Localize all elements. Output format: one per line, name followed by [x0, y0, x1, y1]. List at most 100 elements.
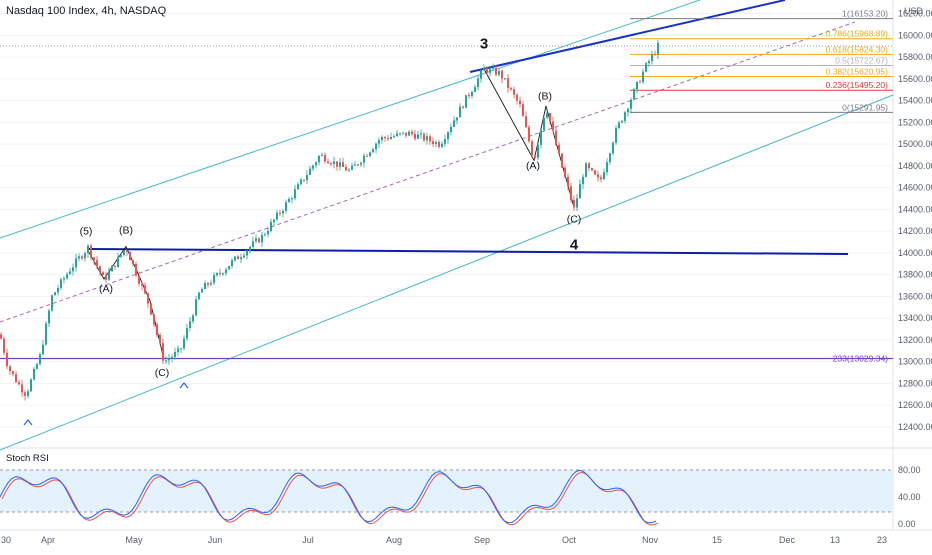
candle-body: [342, 162, 344, 167]
candle-body: [78, 256, 80, 259]
candle-body: [123, 250, 125, 255]
candle-body: [171, 356, 173, 359]
wave-label: (A): [99, 283, 113, 295]
candle-body: [390, 136, 392, 140]
price-tick-label: 13600.00: [898, 291, 932, 301]
fib-level-label: 0.382(15620.95): [826, 67, 889, 77]
candle-body: [633, 89, 635, 100]
candle-body: [501, 70, 503, 79]
candle-body: [141, 283, 143, 286]
candle-body: [417, 134, 419, 139]
candle-body: [222, 273, 224, 275]
time-tick-label: Sep: [474, 535, 490, 545]
candle-body: [249, 246, 251, 251]
candle-body: [615, 128, 617, 143]
candle-body: [363, 155, 365, 163]
candle-body: [351, 165, 353, 170]
candle-body: [90, 245, 92, 258]
candle-body: [372, 149, 374, 153]
candle-body: [540, 129, 542, 145]
candle-body: [405, 132, 407, 136]
time-tick-label: 15: [712, 535, 722, 545]
wave-count-line: [87, 245, 165, 360]
candle-body: [513, 89, 515, 95]
major-wave-label: 3: [480, 35, 488, 52]
candle-body: [642, 71, 644, 83]
candle-body: [468, 95, 470, 97]
candle-body: [9, 366, 11, 372]
candle-body: [498, 70, 500, 75]
candle-body: [525, 116, 527, 128]
candle-body: [558, 144, 560, 154]
candle-body: [582, 176, 584, 185]
wave-3-trendline: [469, 0, 786, 73]
candle-body: [180, 348, 182, 350]
candle-body: [639, 81, 641, 83]
candle-body: [165, 360, 167, 362]
candle-body: [186, 327, 188, 339]
candle-body: [228, 265, 230, 270]
time-tick-label: 30: [1, 535, 11, 545]
candle-body: [432, 141, 434, 145]
candle-body: [621, 120, 623, 123]
candle-body: [213, 275, 215, 284]
wave-label: (B): [119, 224, 133, 236]
candle-body: [30, 379, 32, 392]
candle-body: [225, 269, 227, 274]
candle-body: [42, 344, 44, 355]
fib-level-label: 0.5(15722.67): [835, 55, 888, 65]
candle-body: [270, 222, 272, 232]
candle-body: [324, 154, 326, 162]
price-tick-label: 13200.00: [898, 335, 932, 345]
candle-body: [444, 139, 446, 144]
candle-body: [543, 117, 545, 130]
candle-body: [195, 299, 197, 316]
candle-body: [174, 352, 176, 357]
candle-body: [414, 133, 416, 139]
candle-body: [297, 184, 299, 190]
chevron-up-icon: [23, 419, 33, 426]
candle-body: [471, 91, 473, 97]
candle-body: [99, 266, 101, 273]
fib-level-label: 0(15291.95): [842, 102, 888, 112]
candle-body: [96, 260, 98, 267]
fib-level-label: 1(16153.20): [842, 9, 888, 19]
candle-body: [306, 175, 308, 181]
candle-body: [456, 117, 458, 121]
price-tick-label: 15600.00: [898, 74, 932, 84]
candle-body: [102, 272, 104, 276]
price-tick-label: 12400.00: [898, 422, 932, 432]
candle-body: [531, 141, 533, 156]
candle-body: [546, 113, 548, 118]
candle-body: [516, 94, 518, 101]
candle-body: [510, 87, 512, 90]
candle-body: [234, 256, 236, 261]
candle-body: [384, 137, 386, 139]
time-tick-label: Aug: [386, 535, 402, 545]
candle-body: [474, 87, 476, 92]
candle-body: [489, 68, 491, 73]
candle-body: [237, 256, 239, 260]
candle-body: [396, 133, 398, 137]
candle-body: [57, 288, 59, 293]
candle-body: [54, 292, 56, 296]
candle-body: [654, 54, 656, 56]
candle-body: [168, 358, 170, 361]
candle-body: [393, 136, 395, 138]
candle-body: [282, 210, 284, 214]
candle-body: [315, 162, 317, 166]
indicator-name: Stoch RSI: [6, 453, 49, 464]
candle-body: [597, 174, 599, 178]
candle-body: [603, 172, 605, 180]
candle-body: [450, 126, 452, 133]
candle-body: [156, 324, 158, 335]
candle-body: [336, 161, 338, 167]
price-tick-label: 13400.00: [898, 313, 932, 323]
candle-body: [3, 338, 5, 353]
candle-body: [147, 293, 149, 304]
candle-body: [360, 162, 362, 165]
candle-body: [486, 67, 488, 73]
candle-body: [198, 292, 200, 300]
candle-body: [333, 161, 335, 165]
